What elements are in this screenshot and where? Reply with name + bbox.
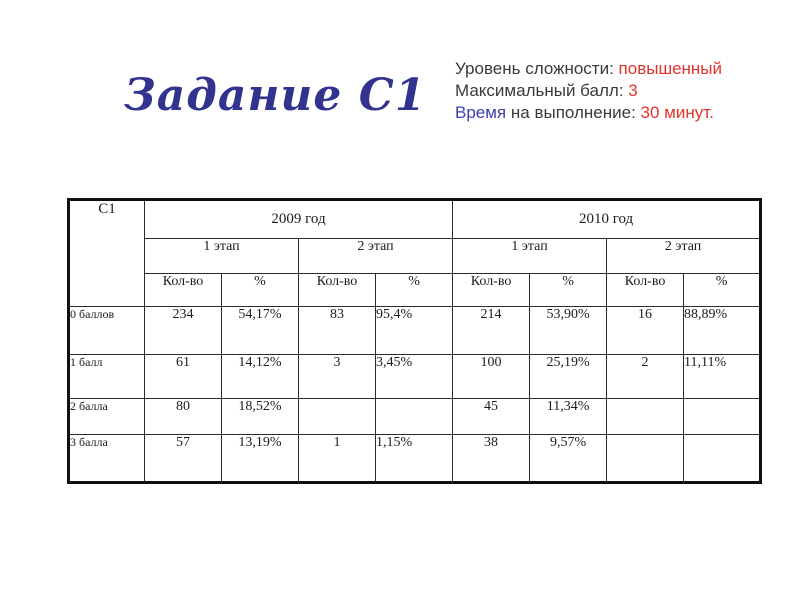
table-cell: 54,17% <box>221 306 299 355</box>
table-cell: 14,12% <box>221 354 299 399</box>
col-header: Кол-во <box>144 273 222 307</box>
results-table: С1 2009 год 2010 год 1 этап 2 этап 1 эта… <box>67 198 763 484</box>
row-label: 0 баллов <box>68 306 145 355</box>
table-cell: 11,11% <box>683 354 762 399</box>
difficulty-value: повышенный <box>618 59 723 78</box>
max-score-line: Максимальный балл: 3 <box>455 80 722 102</box>
table-row-1-point: 1 балл 61 14,12% 3 3,45% 100 25,19% 2 11… <box>68 354 762 399</box>
table-cell: 95,4% <box>374 306 454 355</box>
table-cell: 2 <box>606 354 685 399</box>
row-label: 3 балла <box>68 434 145 483</box>
table-cell: 9,57% <box>529 434 608 483</box>
stage-header: 1 этап <box>452 238 608 274</box>
table-cell <box>606 434 685 483</box>
time-word: Время <box>455 103 507 122</box>
task-info-block: Уровень сложности: повышенный Максимальн… <box>455 58 722 124</box>
stage-header: 2 этап <box>297 238 454 274</box>
table-cell <box>298 398 376 435</box>
table-cell: 88,89% <box>683 306 762 355</box>
table-cell: 214 <box>452 306 531 355</box>
table-cell: 57 <box>144 434 222 483</box>
stage-header-row: 1 этап 2 этап 1 этап 2 этап <box>69 238 762 274</box>
table-cell: 61 <box>144 354 222 399</box>
col-header: % <box>374 273 454 307</box>
difficulty-line: Уровень сложности: повышенный <box>455 58 722 80</box>
table-cell: 53,90% <box>529 306 608 355</box>
stage-header: 1 этап <box>144 238 299 274</box>
col-header: % <box>529 273 608 307</box>
table-row-0-points: 0 баллов 234 54,17% 83 95,4% 214 53,90% … <box>68 306 762 355</box>
time-value: 30 минут. <box>640 103 714 122</box>
col-header: Кол-во <box>298 273 376 307</box>
stage-header: 2 этап <box>606 238 762 274</box>
time-label: на выполнение: <box>506 103 641 122</box>
corner-cell: С1 <box>68 199 145 307</box>
table-cell: 45 <box>452 398 531 435</box>
year-header-2010: 2010 год <box>452 199 762 239</box>
table-cell: 16 <box>606 306 685 355</box>
table-cell <box>606 398 685 435</box>
table-cell: 1 <box>298 434 376 483</box>
table-cell: 83 <box>298 306 376 355</box>
table-cell: 3,45% <box>374 354 454 399</box>
table-row-2-points: 2 балла 80 18,52% 45 11,34% <box>68 398 762 435</box>
table-cell: 100 <box>452 354 531 399</box>
max-score-label: Максимальный балл: <box>455 81 629 100</box>
table-cell <box>683 398 762 435</box>
time-line: Время на выполнение: 30 минут. <box>455 102 722 124</box>
col-header: % <box>683 273 762 307</box>
table-cell: 25,19% <box>529 354 608 399</box>
table-cell: 18,52% <box>221 398 299 435</box>
table-cell: 11,34% <box>529 398 608 435</box>
table-cell: 38 <box>452 434 531 483</box>
table-cell <box>683 434 762 483</box>
col-header: % <box>221 273 299 307</box>
table-row-3-points: 3 балла 57 13,19% 1 1,15% 38 9,57% <box>68 434 762 483</box>
row-label: 1 балл <box>68 354 145 399</box>
table-cell: 13,19% <box>221 434 299 483</box>
table-cell: 80 <box>144 398 222 435</box>
unit-header-row: Кол-во % Кол-во % Кол-во % Кол-во % <box>69 273 762 307</box>
row-label: 2 балла <box>68 398 145 435</box>
year-header-2009: 2009 год <box>143 199 454 239</box>
table-cell: 3 <box>298 354 376 399</box>
difficulty-label: Уровень сложности: <box>455 59 619 78</box>
slide-title: Задание С1 <box>124 70 427 121</box>
year-header-row: С1 2009 год 2010 год <box>68 199 762 307</box>
table-cell <box>374 398 454 435</box>
col-header: Кол-во <box>606 273 685 307</box>
col-header: Кол-во <box>452 273 531 307</box>
table-cell: 1,15% <box>374 434 454 483</box>
max-score-value: 3 <box>628 81 638 100</box>
table-cell: 234 <box>144 306 222 355</box>
